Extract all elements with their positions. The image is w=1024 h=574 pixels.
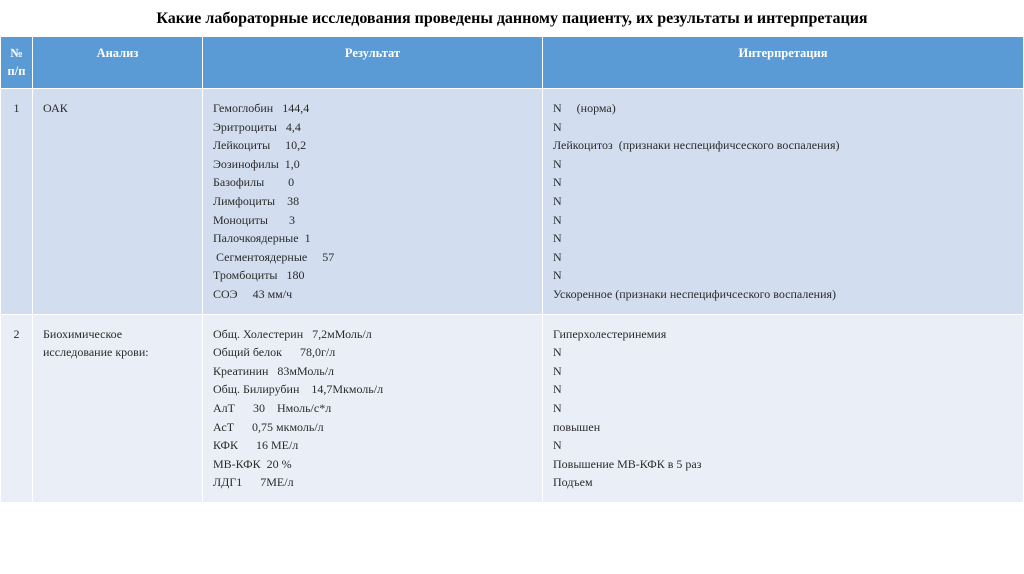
result-line: СОЭ 43 мм/ч — [213, 285, 532, 304]
interpretation-line: N — [553, 155, 1013, 174]
table-row: 1ОАКГемоглобин 144,4Эритроциты 4,4Лейкоц… — [1, 89, 1024, 315]
cell-interpretation: N (норма)NЛейкоцитоз (признаки неспецифи… — [543, 89, 1024, 315]
table-header-row: №п/п Анализ Результат Интерпретация — [1, 37, 1024, 89]
result-line: Тромбоциты 180 — [213, 266, 532, 285]
interpretation-line: N — [553, 380, 1013, 399]
page-title: Какие лабораторные исследования проведен… — [0, 10, 1024, 36]
result-line: Палочкоядерные 1 — [213, 229, 532, 248]
interpretation-line: повышен — [553, 418, 1013, 437]
lab-results-table: №п/п Анализ Результат Интерпретация 1ОАК… — [0, 36, 1024, 503]
interpretation-line: Ускоренное (признаки неспецифичсеского в… — [553, 285, 1013, 304]
interpretation-line: N — [553, 229, 1013, 248]
interpretation-line: Лейкоцитоз (признаки неспецифичсеского в… — [553, 136, 1013, 155]
interpretation-line: N — [553, 362, 1013, 381]
interpretation-line: N — [553, 436, 1013, 455]
interpretation-line: N — [553, 173, 1013, 192]
interpretation-line: N — [553, 248, 1013, 267]
result-line: Эритроциты 4,4 — [213, 118, 532, 137]
result-line: Общий белок 78,0г/л — [213, 343, 532, 362]
interpretation-line: Подъем — [553, 473, 1013, 492]
interpretation-line: N — [553, 192, 1013, 211]
result-line: Сегментоядерные 57 — [213, 248, 532, 267]
result-line: АлТ 30 Нмоль/с*л — [213, 399, 532, 418]
result-line: Эозинофилы 1,0 — [213, 155, 532, 174]
result-line: Лейкоциты 10,2 — [213, 136, 532, 155]
interpretation-line: N — [553, 118, 1013, 137]
cell-analysis: Биохимическое исследование крови: — [33, 314, 203, 502]
col-header-interpretation: Интерпретация — [543, 37, 1024, 89]
result-line: АсТ 0,75 мкмоль/л — [213, 418, 532, 437]
cell-result: Общ. Холестерин 7,2мМоль/лОбщий белок 78… — [203, 314, 543, 502]
result-line: КФК 16 МЕ/л — [213, 436, 532, 455]
cell-result: Гемоглобин 144,4Эритроциты 4,4Лейкоциты … — [203, 89, 543, 315]
interpretation-line: N — [553, 211, 1013, 230]
interpretation-line: N — [553, 343, 1013, 362]
result-line: Креатинин 83мМоль/л — [213, 362, 532, 381]
col-header-result: Результат — [203, 37, 543, 89]
col-header-analysis: Анализ — [33, 37, 203, 89]
interpretation-line: N (норма) — [553, 99, 1013, 118]
result-line: Гемоглобин 144,4 — [213, 99, 532, 118]
table-row: 2Биохимическое исследование крови:Общ. Х… — [1, 314, 1024, 502]
cell-num: 2 — [1, 314, 33, 502]
cell-num: 1 — [1, 89, 33, 315]
result-line: Моноциты 3 — [213, 211, 532, 230]
result-line: ЛДГ1 7МЕ/л — [213, 473, 532, 492]
result-line: МВ-КФК 20 % — [213, 455, 532, 474]
interpretation-line: N — [553, 266, 1013, 285]
result-line: Общ. Билирубин 14,7Мкмоль/л — [213, 380, 532, 399]
cell-interpretation: ГиперхолестеринемияNNNNповышенNПовышение… — [543, 314, 1024, 502]
result-line: Лимфоциты 38 — [213, 192, 532, 211]
interpretation-line: Повышение МВ-КФК в 5 раз — [553, 455, 1013, 474]
interpretation-line: N — [553, 399, 1013, 418]
result-line: Базофилы 0 — [213, 173, 532, 192]
cell-analysis: ОАК — [33, 89, 203, 315]
interpretation-line: Гиперхолестеринемия — [553, 325, 1013, 344]
col-header-num: №п/п — [1, 37, 33, 89]
result-line: Общ. Холестерин 7,2мМоль/л — [213, 325, 532, 344]
